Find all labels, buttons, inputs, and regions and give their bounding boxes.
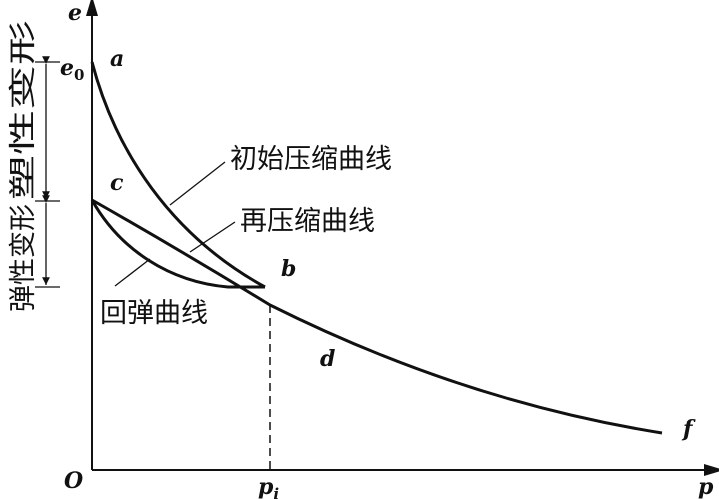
point-b-label: b xyxy=(281,256,296,282)
y-axis-label: e xyxy=(68,0,82,26)
point-f-label: f xyxy=(681,416,696,442)
recompression-label: 再压缩曲线 xyxy=(240,206,375,237)
deformation-dimension xyxy=(35,56,60,288)
plastic-deformation-label: 塑性变形 xyxy=(8,20,39,200)
point-c-label: c xyxy=(110,170,124,196)
initial-compression-curve xyxy=(90,61,266,289)
rebound-leader xyxy=(114,258,151,287)
pi-label: pi xyxy=(258,474,279,500)
elastic-deformation-label: 弹性变形 xyxy=(8,204,39,312)
point-a-label: a xyxy=(110,46,124,72)
e0-label: e0 xyxy=(60,55,84,84)
x-axis-label: p xyxy=(698,474,714,500)
initial-compression-label: 初始压缩曲线 xyxy=(230,144,392,175)
recompression-curve xyxy=(91,198,663,435)
rebound-label: 回弹曲线 xyxy=(100,298,208,329)
point-d-label: d xyxy=(320,346,335,372)
recompression-leader xyxy=(189,221,236,253)
initial-compression-leader xyxy=(169,161,226,206)
origin-label: O xyxy=(64,468,83,494)
rebound-curve xyxy=(90,199,265,289)
